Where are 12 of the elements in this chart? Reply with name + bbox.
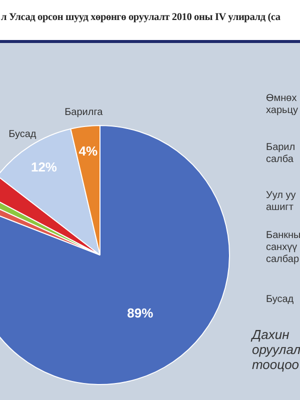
data-label: 4% [78,144,98,159]
text: Бусад [266,294,294,306]
text: Дахин оруулал тооцоо [252,327,300,372]
data-label: 89% [127,305,154,320]
data-label: 12% [30,159,58,174]
text: Барил салба [266,142,296,166]
text: Өмнөх харьцу [266,93,298,117]
text: Банкны санхүү салбар [266,230,300,266]
slice-label: Барилга [64,107,104,118]
chart-title: л Улсад орсон шууд хөрөнгө оруулалт 2010 оны IV улиралд (са [1,12,282,23]
text: Уул уу ашигт [266,190,296,214]
slice-label: Бусад [8,129,36,140]
